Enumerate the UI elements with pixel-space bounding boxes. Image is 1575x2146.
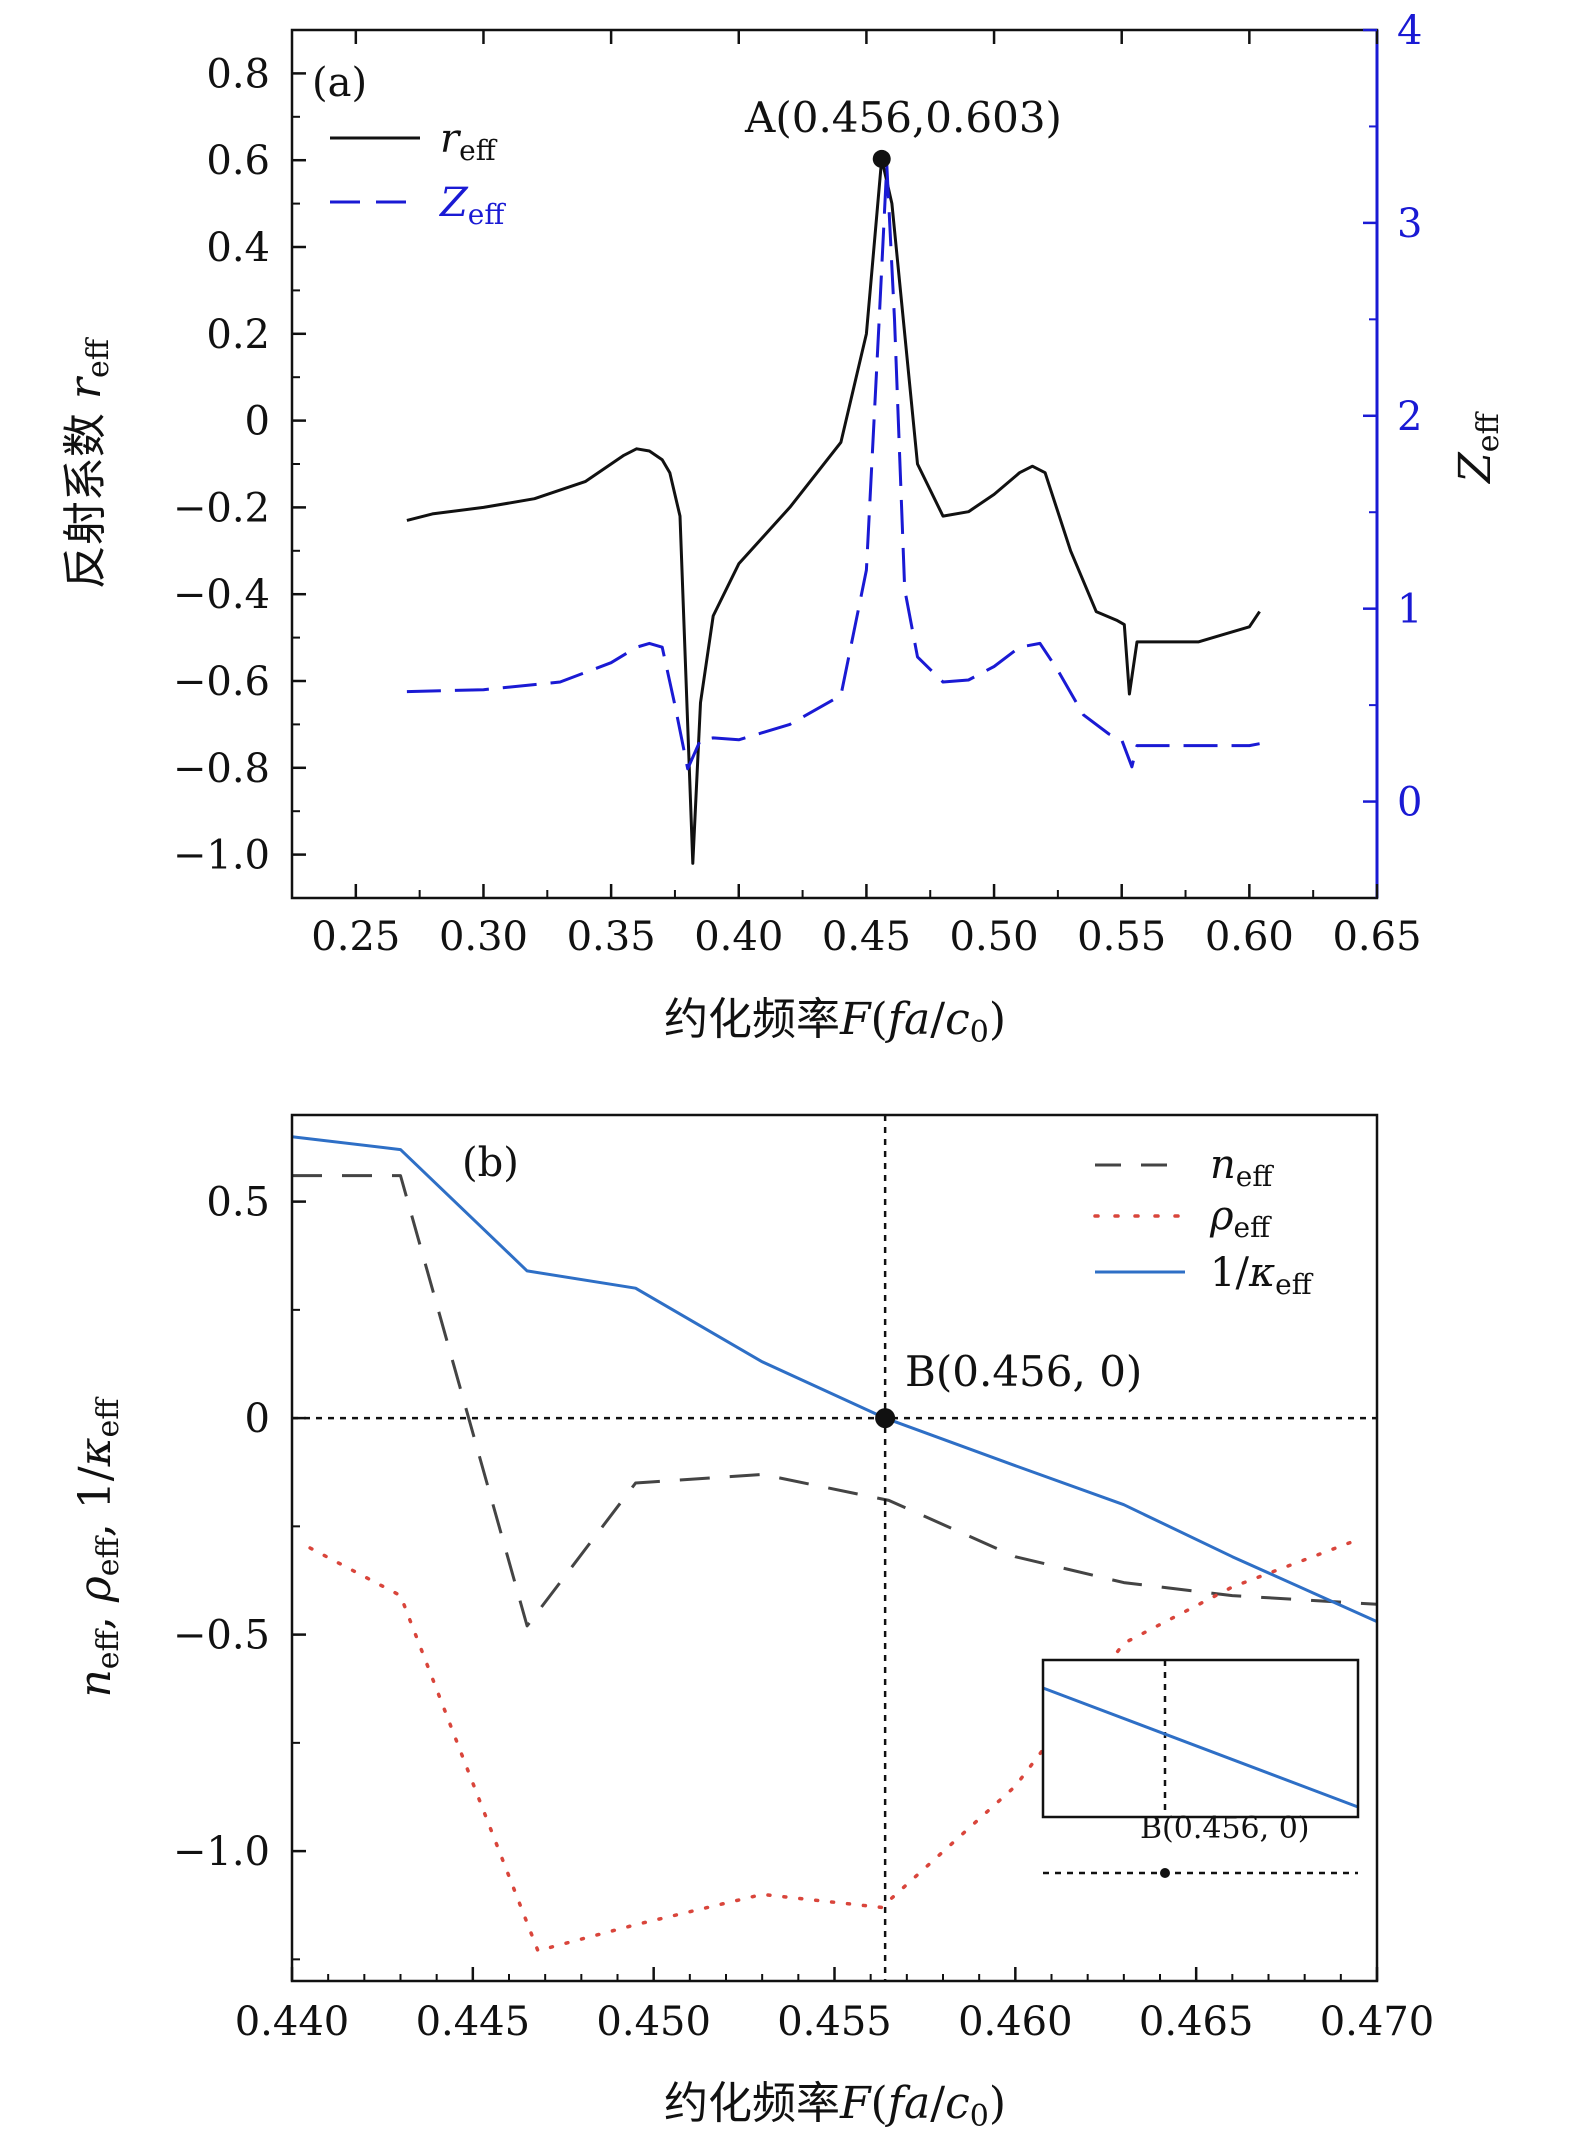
panel-a-series-z-eff-line <box>406 163 1260 771</box>
panel-a-y-axis-label-right: Zeff <box>1450 410 1506 484</box>
panel-a-x-tick-label-0: 0.25 <box>311 914 400 960</box>
panel-a-y-tick-label-right-3: 3 <box>1397 201 1422 247</box>
panel-a-ticks-layer: 0.25 0.30 0.35 0.40 0.45 0.50 0.55 0.60 0.650.80… <box>173 8 1423 960</box>
panel-a-y-tick-label-left-6: −0.4 <box>173 572 270 618</box>
panel-b-y-tick-label-0: 0.5 <box>206 1180 270 1226</box>
panel-b-tag: (b) <box>462 1140 519 1186</box>
panel-a-x-tick-label-5: 0.50 <box>950 914 1039 960</box>
panel-b-x-tick-label-1: 0.445 <box>416 1999 531 2045</box>
panel-a-y-tick-label-left-2: 0.4 <box>206 225 270 271</box>
panel-b-x-tick-label-6: 0.470 <box>1320 1999 1435 2045</box>
panel-b-inset-frame <box>1041 1658 1360 1819</box>
panel-a-y-tick-label-right-1: 1 <box>1397 587 1422 633</box>
panel-a-x-tick-label-1: 0.30 <box>439 914 528 960</box>
panel-b-x-tick-label-2: 0.450 <box>596 1999 711 2045</box>
panel-a-x-axis-label: 约化频率F(fa/c0) <box>664 994 1006 1050</box>
panel-b-inset-line-inv-kappa <box>1042 1686 1359 1809</box>
panel-b-series-n-eff-line <box>292 1174 1378 1628</box>
panel-b-inset: B(0.456, 0) <box>1041 1658 1360 1878</box>
panel-b-series-inv-kappa-eff-line <box>291 1135 1378 1623</box>
panel-a-y-tick-label-left-3: 0.2 <box>206 312 270 358</box>
panel-a-y-tick-label-left-5: −0.2 <box>173 485 270 531</box>
panel-b-y-tick-label-1: 0 <box>245 1396 270 1442</box>
panel-a-x-tick-label-7: 0.60 <box>1205 914 1294 960</box>
panel-b-x-axis-label: 约化频率F(fa/c0) <box>664 2078 1006 2134</box>
panel-a-y-tick-label-left-7: −0.6 <box>173 659 270 705</box>
panel-b-series-layer <box>291 1135 1378 1953</box>
panel-a-x-tick-label-8: 0.65 <box>1332 914 1421 960</box>
panel-b-annotation-label: B(0.456, 0) <box>905 1347 1142 1396</box>
panel-a-y-tick-label-left-8: −0.8 <box>173 746 270 792</box>
panel-b-x-tick-label-4: 0.460 <box>958 1999 1073 2045</box>
panel-a: 0.25 0.30 0.35 0.40 0.45 0.50 0.55 0.60 0.650.80… <box>60 8 1506 1050</box>
panel-a-x-tick-label-4: 0.45 <box>822 914 911 960</box>
panel-b-series-rho-eff-line <box>308 1537 1361 1953</box>
panel-b-inset-point-b <box>1160 1868 1170 1878</box>
panel-a-y-tick-label-left-0: 0.8 <box>206 51 270 97</box>
panel-a-y-tick-label-right-4: 4 <box>1397 8 1422 54</box>
panel-b-ticks-layer: 0.440 0.445 0.450 0.455 0.460 0.465 0.470 0.5 0 −… <box>173 1180 1434 2045</box>
panel-a-y-tick-label-right-0: 0 <box>1397 780 1422 826</box>
panel-b-y-tick-label-2: −0.5 <box>173 1613 270 1659</box>
panel-a-x-tick-label-6: 0.55 <box>1077 914 1166 960</box>
panel-b: 0.440 0.445 0.450 0.455 0.460 0.465 0.470 0.5 0 −… <box>70 1113 1434 2134</box>
panel-b-y-axis-label: neff, ρeff, 1/κeff <box>70 1396 126 1698</box>
panel-a-y-axis-label-left: 反射系数 reff <box>60 336 116 589</box>
panel-a-peak-point-a <box>872 149 891 168</box>
panel-a-tag: (a) <box>312 60 367 106</box>
panel-a-x-tick-label-2: 0.35 <box>567 914 656 960</box>
panel-b-inset-background <box>1043 1660 1358 1817</box>
panel-b-x-tick-label-3: 0.455 <box>777 1999 892 2045</box>
panel-a-x-tick-label-3: 0.40 <box>694 914 783 960</box>
panel-a-y-tick-label-left-4: 0 <box>245 399 270 445</box>
panel-b-y-tick-label-3: −1.0 <box>173 1829 270 1875</box>
panel-a-annotation-label: A(0.456,0.603) <box>744 93 1062 142</box>
panel-a-y-tick-label-right-2: 2 <box>1397 394 1422 440</box>
panel-b-crossing-point-b <box>875 1408 896 1429</box>
panel-a-y-tick-label-left-9: −1.0 <box>173 833 270 879</box>
panel-b-x-tick-label-0: 0.440 <box>235 1999 350 2045</box>
panel-b-x-tick-label-5: 0.465 <box>1139 1999 1254 2045</box>
panel-b-legend-label-inv-kappa-eff: 1/κeff <box>1210 1250 1314 1301</box>
panel-a-y-tick-label-left-1: 0.6 <box>206 138 270 184</box>
